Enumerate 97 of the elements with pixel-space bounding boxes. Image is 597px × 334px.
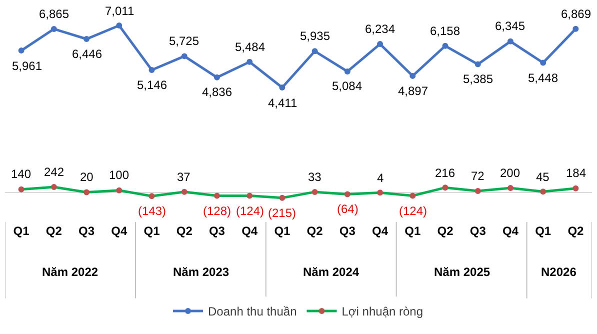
point	[312, 48, 318, 54]
data-label: 184	[566, 166, 586, 180]
legend-label: Doanh thu thuần	[208, 304, 297, 319]
x-tick-label: Q4	[242, 224, 258, 238]
point	[246, 58, 253, 65]
point	[344, 68, 350, 74]
data-label: 45	[536, 170, 550, 184]
point	[279, 194, 286, 201]
point	[377, 190, 384, 196]
x-tick-label: Q1	[144, 224, 160, 238]
point	[50, 26, 57, 32]
data-label: 5,961	[12, 59, 42, 73]
point	[474, 188, 481, 194]
point	[279, 84, 286, 91]
data-label: 6,869	[561, 7, 592, 21]
data-label: (128)	[203, 204, 232, 218]
point	[181, 188, 188, 195]
x-tick-label: Q3	[208, 224, 226, 238]
data-label: 5,725	[169, 34, 200, 48]
data-label: 242	[44, 165, 64, 179]
data-label: 4,836	[202, 85, 232, 99]
data-label: 100	[109, 168, 130, 182]
point	[442, 184, 448, 191]
data-label: 140	[11, 167, 32, 181]
point	[377, 41, 384, 48]
data-label: 4	[377, 171, 384, 185]
x-tick-label: Q1	[13, 224, 30, 238]
data-label: (64)	[337, 202, 358, 216]
point	[214, 74, 220, 80]
point	[410, 72, 416, 79]
text: Năm 2025	[434, 265, 490, 279]
point	[474, 61, 481, 68]
x-tick-label: Q1	[535, 224, 552, 238]
data-label: (124)	[399, 204, 428, 218]
point	[18, 48, 24, 54]
data-label: 5,084	[332, 79, 362, 93]
point	[572, 26, 579, 32]
data-label: 5,146	[137, 78, 168, 92]
data-label: 33	[308, 170, 322, 184]
data-label: 6,345	[495, 19, 526, 33]
data-label: 6,234	[365, 22, 396, 36]
point	[312, 188, 318, 195]
point	[246, 192, 253, 199]
point	[540, 60, 546, 66]
point	[181, 53, 188, 60]
point	[148, 193, 155, 200]
x-tick-label: Q2	[568, 224, 584, 238]
data-label: 7,011	[105, 4, 134, 18]
point	[442, 42, 448, 49]
text: Năm 2023	[173, 265, 230, 279]
x-tick-label: Q4	[111, 224, 128, 238]
x-tick-label: Q3	[339, 224, 356, 238]
data-label: (143)	[138, 204, 166, 218]
x-tick-label: Q3	[470, 224, 486, 238]
data-label: (215)	[268, 206, 296, 220]
point	[507, 184, 514, 191]
data-label: 5,935	[300, 29, 330, 43]
data-label: 72	[471, 169, 485, 183]
x-tick-label: Q3	[78, 224, 95, 238]
x-tick-label: Q2	[46, 224, 62, 238]
point	[507, 38, 514, 44]
x-tick-label: Q4	[372, 224, 388, 238]
point	[18, 186, 24, 192]
point	[148, 67, 155, 73]
point	[214, 192, 220, 199]
x-tick-label: Q1	[274, 224, 291, 238]
text: Năm 2024	[303, 265, 360, 279]
data-label: 6,158	[430, 24, 460, 38]
x-tick-label: Q1	[404, 224, 421, 238]
point	[84, 36, 90, 42]
point	[50, 184, 57, 190]
data-label: 5,448	[528, 71, 558, 85]
x-tick-label: Q2	[306, 224, 324, 238]
point	[540, 188, 546, 195]
data-label: 216	[435, 166, 456, 180]
data-label: 5,385	[463, 72, 494, 86]
data-label: 200	[500, 166, 520, 180]
data-label: 20	[80, 170, 94, 184]
x-tick-label: Q4	[502, 224, 519, 238]
data-label: 4,411	[268, 96, 298, 110]
point	[344, 191, 350, 198]
x-tick-label: Q2	[437, 224, 454, 238]
data-label: 6,446	[72, 47, 102, 61]
x-tick-label: Q2	[176, 224, 193, 238]
point	[572, 185, 579, 192]
data-label: 5,484	[235, 40, 266, 54]
point	[410, 192, 416, 199]
text: Năm 2022	[42, 265, 98, 279]
point	[116, 22, 122, 29]
text: N2026	[541, 265, 577, 279]
data-label: 37	[177, 170, 191, 184]
point	[116, 187, 122, 194]
data-label: 6,865	[39, 7, 70, 21]
legend-label: Lợi nhuận ròng	[342, 304, 424, 319]
data-label: 4,897	[398, 84, 428, 98]
data-label: (124)	[236, 204, 264, 218]
point	[84, 189, 90, 196]
